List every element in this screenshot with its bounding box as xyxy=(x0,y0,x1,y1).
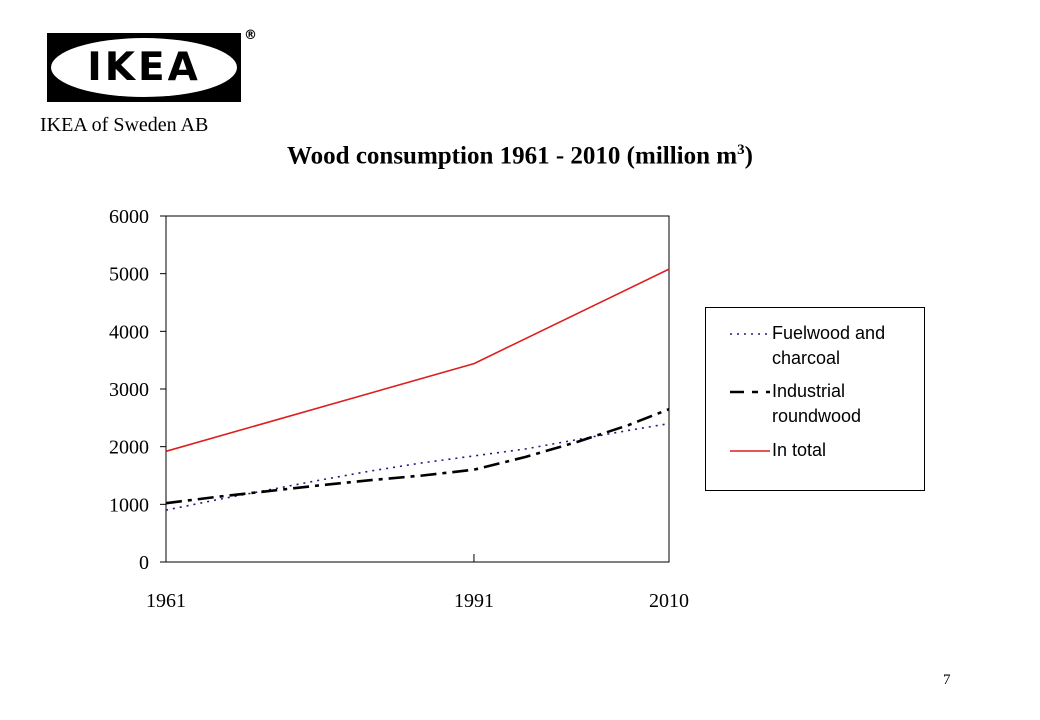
x-tick-label: 2010 xyxy=(649,590,689,612)
series-line-industrial xyxy=(165,407,670,505)
y-tick-label: 6000 xyxy=(109,206,149,228)
legend-swatch-industrial xyxy=(730,390,770,394)
plot-area-frame xyxy=(165,215,670,563)
y-tick-label: 5000 xyxy=(109,264,149,286)
legend-label-fuelwood: Fuelwood and charcoal xyxy=(772,323,886,368)
legend-label-total: In total xyxy=(772,440,827,460)
y-tick-label: 4000 xyxy=(109,321,149,343)
series-line-fuelwood xyxy=(165,422,670,511)
legend-swatch-total xyxy=(730,450,770,452)
legend-swatch-fuelwood xyxy=(730,333,770,335)
y-tick-label: 1000 xyxy=(109,494,149,516)
y-tick-label: 0 xyxy=(139,552,149,574)
legend-label-industrial: Industrial roundwood xyxy=(772,381,862,426)
ikea-logo: IKEA xyxy=(47,33,241,102)
logo-wordmark: IKEA xyxy=(87,45,201,90)
series-line-total xyxy=(165,268,670,453)
chart-title: Wood consumption 1961 - 2010 (million m3… xyxy=(0,142,1040,170)
page-number: 7 xyxy=(943,672,951,688)
x-tick-label: 1991 xyxy=(454,590,494,612)
company-name: IKEA of Sweden AB xyxy=(40,114,209,136)
chart-title-main: Wood consumption 1961 - 2010 (million m xyxy=(287,142,738,170)
chart-legend: Fuelwood and charcoal Industrial roundwo… xyxy=(705,307,925,491)
logo-oval xyxy=(51,38,237,97)
y-tick-label: 2000 xyxy=(109,437,149,459)
chart-title-close: ) xyxy=(744,142,753,170)
registered-trademark-mark: ® xyxy=(244,28,257,43)
x-tick-label: 1961 xyxy=(146,590,186,612)
chart-title-superscript: 3 xyxy=(737,142,745,158)
y-tick-label: 3000 xyxy=(109,379,149,401)
